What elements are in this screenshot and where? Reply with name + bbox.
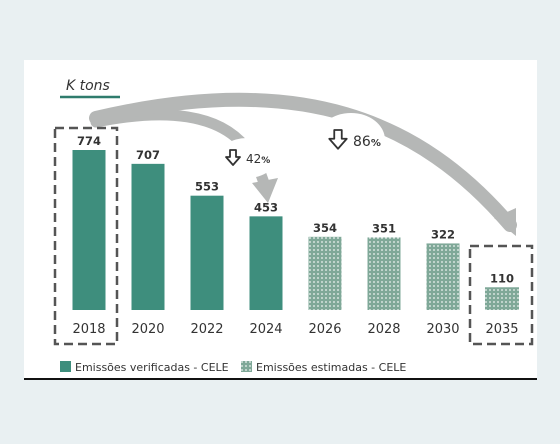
- x-tick-2022: 2022: [190, 322, 223, 337]
- badge-bubble-2035: [317, 113, 385, 167]
- bars: [72, 150, 519, 310]
- x-tick-2035: 2035: [485, 322, 518, 337]
- highlight-frame-2035: [468, 244, 534, 346]
- value-label-2024: 453: [254, 200, 278, 214]
- highlight-frame-2018: [53, 126, 119, 346]
- reduction-badge-2035: 86%: [353, 134, 381, 150]
- value-label-2020: 707: [136, 148, 160, 162]
- bar-2018: [72, 150, 106, 310]
- x-tick-2030: 2030: [426, 322, 459, 337]
- reduction-value: 42: [246, 152, 261, 166]
- bar-2024: [249, 216, 283, 310]
- badge-bubble-2024: [218, 138, 276, 178]
- legend-label-estimated: Emissões estimadas - CELE: [256, 361, 406, 374]
- value-label-2022: 553: [195, 180, 219, 194]
- value-label-2026: 354: [313, 221, 337, 235]
- bar-2026: [308, 236, 342, 310]
- x-tick-2018: 2018: [72, 322, 105, 337]
- x-axis-tick-labels: 2018 2020 2022 2024 2026 2028 2030 2035: [72, 322, 518, 337]
- down-arrow-icon: [328, 129, 348, 150]
- x-tick-2028: 2028: [367, 322, 400, 337]
- legend-label-verified: Emissões verificadas - CELE: [75, 361, 229, 374]
- value-label-2018: 774: [77, 134, 101, 148]
- reduction-value: 86: [353, 134, 371, 150]
- down-arrow-icon: [225, 149, 241, 166]
- legend-swatch-verified: [60, 361, 71, 372]
- bar-2022: [190, 195, 224, 310]
- reduction-badge-2024: 42%: [246, 152, 270, 166]
- reduction-badges: 42%86%: [218, 113, 385, 178]
- x-tick-2026: 2026: [308, 322, 341, 337]
- highlight-frames: [53, 126, 534, 346]
- x-tick-2024: 2024: [249, 322, 282, 337]
- bar-2030: [426, 243, 460, 310]
- value-label-2030: 322: [431, 227, 455, 241]
- reduction-unit: %: [261, 156, 270, 166]
- value-labels: 774 707 553 453 354 351 322 110: [77, 134, 514, 285]
- reduction-unit: %: [371, 138, 381, 149]
- value-label-2035: 110: [490, 271, 514, 285]
- legend-swatch-estimated: [241, 361, 252, 372]
- bar-2028: [367, 237, 401, 310]
- reduction-arrowhead-2024: [252, 178, 278, 203]
- unit-label: K tons: [66, 78, 110, 94]
- x-tick-2020: 2020: [131, 322, 164, 337]
- bar-2035: [485, 287, 519, 310]
- legend: Emissões verificadas - CELE Emissões esti…: [60, 361, 406, 374]
- value-label-2028: 351: [372, 221, 396, 235]
- reduction-arrowhead-2035: [494, 208, 516, 236]
- bar-2020: [131, 163, 165, 310]
